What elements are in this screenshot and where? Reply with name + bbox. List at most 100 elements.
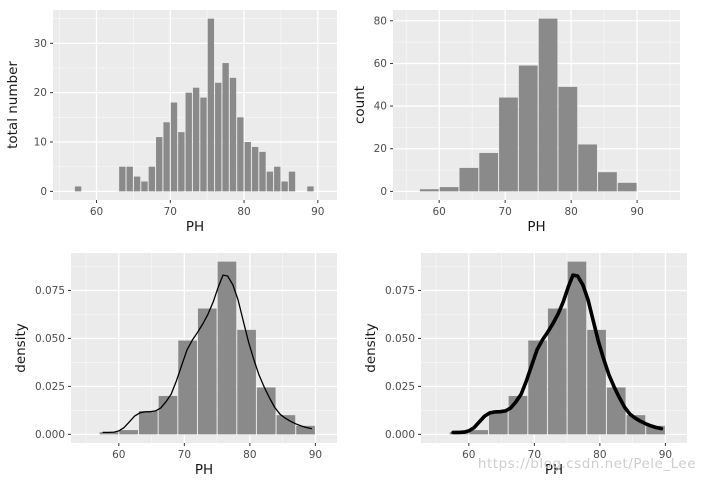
chart-total-number-histogram: 60 70 80 90 0 10 20 30 PH total number: [5, 10, 337, 235]
histogram-bar: [197, 308, 217, 435]
histogram-bar: [307, 186, 314, 192]
histogram-bar: [567, 261, 587, 435]
histogram-bar: [528, 340, 547, 435]
chart-count-histogram: 60 70 80 90 0 20 40 60 80 PH count: [352, 10, 680, 235]
x-tick-label: 70: [164, 206, 177, 218]
histogram-bar: [518, 65, 538, 192]
x-tick-label: 80: [243, 449, 256, 461]
x-tick-label: 80: [564, 206, 577, 218]
x-tick-label: 90: [311, 206, 324, 218]
histogram-bar: [276, 415, 296, 435]
histogram-bar: [138, 410, 158, 435]
y-tick-label: 0.075: [385, 285, 415, 297]
x-tick-label: 60: [462, 449, 475, 461]
histogram-bar: [133, 176, 141, 192]
histogram-bar: [163, 122, 170, 192]
histogram-bar: [237, 117, 244, 192]
histogram-bar: [170, 102, 178, 192]
histogram-bar: [244, 142, 251, 192]
histogram-bar: [119, 430, 138, 435]
histogram-bar: [222, 63, 229, 192]
histogram-bar: [207, 18, 215, 192]
histogram-bar: [178, 132, 185, 192]
y-tick-label: 20: [34, 87, 47, 99]
histogram-bar: [281, 181, 288, 192]
y-tick-label: 0.050: [385, 333, 415, 345]
x-tick-label: 60: [432, 206, 445, 218]
x-tick-label: 60: [112, 449, 125, 461]
histogram-bar: [439, 187, 459, 192]
histogram-bar: [499, 97, 518, 192]
histogram-bar: [200, 97, 207, 192]
histogram-bar: [74, 186, 82, 192]
histogram-bar: [296, 425, 315, 435]
x-tick-label: 90: [659, 449, 672, 461]
histogram-bar: [578, 144, 598, 192]
histogram-bar: [587, 329, 606, 435]
histogram-bar: [185, 92, 192, 192]
y-tick-label: 0.000: [385, 429, 415, 441]
histogram-bar: [459, 167, 479, 192]
histogram-bar: [488, 410, 508, 435]
histogram-bar: [126, 166, 133, 192]
histogram-bar: [99, 432, 119, 435]
histogram-bar: [158, 395, 178, 435]
histogram-bar: [558, 86, 578, 192]
histogram-bar: [237, 329, 256, 435]
y-axis-title: density: [363, 323, 379, 373]
x-tick-label: 60: [90, 206, 103, 218]
histogram-bar: [251, 146, 259, 192]
histogram-bar: [192, 87, 200, 192]
histogram-bar: [256, 387, 276, 435]
chart-density-histogram-thick-curve: 60 70 80 90 0.000 0.025 0.050 0.075 PH density: [363, 253, 687, 478]
density-curve: [102, 274, 313, 434]
y-axis-title: total number: [5, 61, 21, 149]
histogram-bar: [288, 171, 296, 192]
y-axis-title: count: [352, 86, 368, 124]
density-curve: [451, 273, 664, 435]
x-axis-title: PH: [195, 462, 213, 478]
y-tick-label: 10: [34, 137, 47, 149]
x-tick-label: 80: [593, 449, 606, 461]
histogram-bar: [469, 430, 488, 435]
chart-density-histogram-thin-curve: 60 70 80 90 0.000 0.025 0.050 0.075 PH density: [13, 253, 337, 478]
x-tick-label: 90: [630, 206, 643, 218]
x-tick-label: 70: [528, 449, 541, 461]
y-tick-label: 0.000: [35, 429, 65, 441]
histogram-bar: [274, 166, 281, 192]
histogram-bar: [617, 182, 637, 192]
x-tick-label: 90: [309, 449, 322, 461]
histogram-bar: [215, 82, 222, 192]
x-axis-title: PH: [527, 219, 545, 235]
y-tick-label: 0.025: [385, 381, 415, 393]
y-tick-label: 0: [380, 186, 387, 198]
histogram-bar: [646, 425, 665, 435]
y-tick-label: 0.050: [35, 333, 65, 345]
histogram-bar: [259, 151, 266, 192]
histogram-bar: [419, 189, 439, 192]
histogram-bar: [119, 166, 126, 192]
x-axis-title: PH: [186, 219, 204, 235]
histogram-bar: [148, 166, 156, 192]
histogram-bar: [229, 77, 237, 192]
histogram-bar: [141, 181, 148, 192]
y-tick-label: 60: [374, 58, 387, 70]
histogram-bar: [178, 340, 197, 435]
histogram-bar: [479, 152, 499, 192]
y-tick-label: 0.075: [35, 285, 65, 297]
y-tick-label: 0: [40, 186, 47, 198]
histogram-bar: [547, 308, 567, 435]
histogram-bar: [538, 18, 558, 192]
histogram-bar: [217, 261, 237, 435]
histogram-bar: [156, 137, 163, 192]
y-tick-label: 30: [34, 38, 47, 50]
y-tick-label: 20: [374, 143, 387, 155]
histogram-bar: [266, 171, 274, 192]
y-tick-label: 0.025: [35, 381, 65, 393]
x-axis-title: PH: [545, 462, 563, 478]
x-tick-label: 70: [178, 449, 191, 461]
y-axis-title: density: [13, 323, 29, 373]
y-tick-label: 80: [374, 15, 387, 27]
x-tick-label: 70: [498, 206, 511, 218]
